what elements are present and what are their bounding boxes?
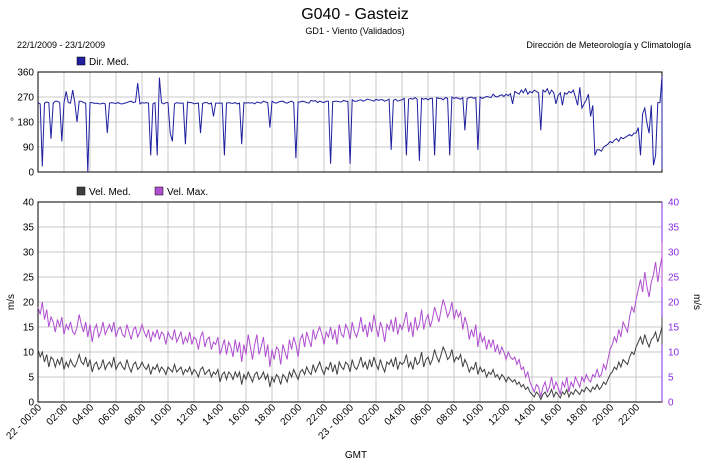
x-tick-label: 16:00 bbox=[539, 402, 565, 428]
direction-y-axis-label: ° bbox=[10, 117, 14, 128]
x-tick-label: 10:00 bbox=[461, 402, 487, 428]
speed-panel-ytick-label: 40 bbox=[23, 198, 35, 209]
date-range: 22/1/2009 - 23/1/2009 bbox=[17, 40, 106, 50]
direction-panel-ytick-label: 0 bbox=[28, 168, 34, 179]
direction-panel-ytick-label: 360 bbox=[17, 68, 34, 79]
direction-panel-ytick-label: 270 bbox=[17, 93, 34, 104]
speed-panel-ytick-right-label: 5 bbox=[668, 373, 674, 384]
speed-panel-series-line-2 bbox=[37, 242, 663, 398]
x-tick-label: 16:00 bbox=[227, 402, 253, 428]
speed-panel-ytick-label: 0 bbox=[28, 398, 34, 409]
legend-label-dir-med: Dir. Med. bbox=[89, 57, 129, 68]
speed-panel-ytick-right-label: 0 bbox=[668, 398, 674, 409]
speed-panel-ytick-label: 20 bbox=[23, 298, 35, 309]
x-tick-label: 22:00 bbox=[617, 402, 643, 428]
source-label: Dirección de Meteorología y Climatología bbox=[526, 40, 691, 50]
speed-panel-ytick-label: 15 bbox=[23, 323, 35, 334]
speed-panel-ytick-right-label: 35 bbox=[668, 223, 680, 234]
x-tick-label: 14:00 bbox=[513, 402, 539, 428]
legend-swatch-dir-med bbox=[76, 56, 86, 66]
direction-panel-ytick-label: 90 bbox=[23, 143, 35, 154]
chart-subtitle: GD1 - Viento (Validados) bbox=[305, 26, 405, 36]
x-tick-label: 22 - 00:00 bbox=[4, 402, 44, 442]
x-tick-label: 04:00 bbox=[71, 402, 97, 428]
speed-panel-ytick-label: 10 bbox=[23, 348, 35, 359]
speed-panel-ytick-label: 35 bbox=[23, 223, 35, 234]
speed-panel-ytick-right-label: 10 bbox=[668, 348, 680, 359]
legend-swatch-vel-max bbox=[154, 186, 164, 196]
x-tick-label: 14:00 bbox=[201, 402, 227, 428]
x-tick-label: 12:00 bbox=[487, 402, 513, 428]
speed-panel-ytick-label: 30 bbox=[23, 248, 35, 259]
x-tick-label: 08:00 bbox=[435, 402, 461, 428]
x-tick-label: 06:00 bbox=[409, 402, 435, 428]
speed-panel-ytick-label: 5 bbox=[28, 373, 34, 384]
legend-swatch-vel-med bbox=[76, 186, 86, 196]
x-tick-label: 18:00 bbox=[253, 402, 279, 428]
speed-panel-ytick-right-label: 15 bbox=[668, 323, 680, 334]
x-tick-label: 18:00 bbox=[565, 402, 591, 428]
legend-label-vel-max: Vel. Max. bbox=[167, 187, 208, 198]
x-tick-label: 02:00 bbox=[45, 402, 71, 428]
x-tick-label: 12:00 bbox=[175, 402, 201, 428]
speed-panel-ytick-right-label: 40 bbox=[668, 198, 680, 209]
x-tick-label: 10:00 bbox=[149, 402, 175, 428]
speed-panel-ytick-right-label: 30 bbox=[668, 248, 680, 259]
direction-panel-series-line-1 bbox=[37, 76, 663, 173]
speed-y-axis-label: m/s bbox=[6, 294, 17, 310]
legend-label-vel-med: Vel. Med. bbox=[89, 187, 131, 198]
x-tick-label: 02:00 bbox=[357, 402, 383, 428]
speed-panel-ytick-right-label: 25 bbox=[668, 273, 680, 284]
chart-title: G040 - Gasteiz bbox=[301, 6, 409, 23]
speed-panel-series-line-1 bbox=[37, 317, 663, 401]
x-tick-label: 04:00 bbox=[383, 402, 409, 428]
x-tick-label: 20:00 bbox=[591, 402, 617, 428]
speed-panel-ytick-label: 25 bbox=[23, 273, 35, 284]
direction-panel-ytick-label: 180 bbox=[17, 118, 34, 129]
x-tick-label: 06:00 bbox=[97, 402, 123, 428]
speed-y-axis-right-label: m/s bbox=[691, 294, 702, 310]
x-tick-label: 08:00 bbox=[123, 402, 149, 428]
x-tick-label: 20:00 bbox=[279, 402, 305, 428]
speed-panel-ytick-right-label: 20 bbox=[668, 298, 680, 309]
x-axis-label: GMT bbox=[345, 450, 367, 461]
